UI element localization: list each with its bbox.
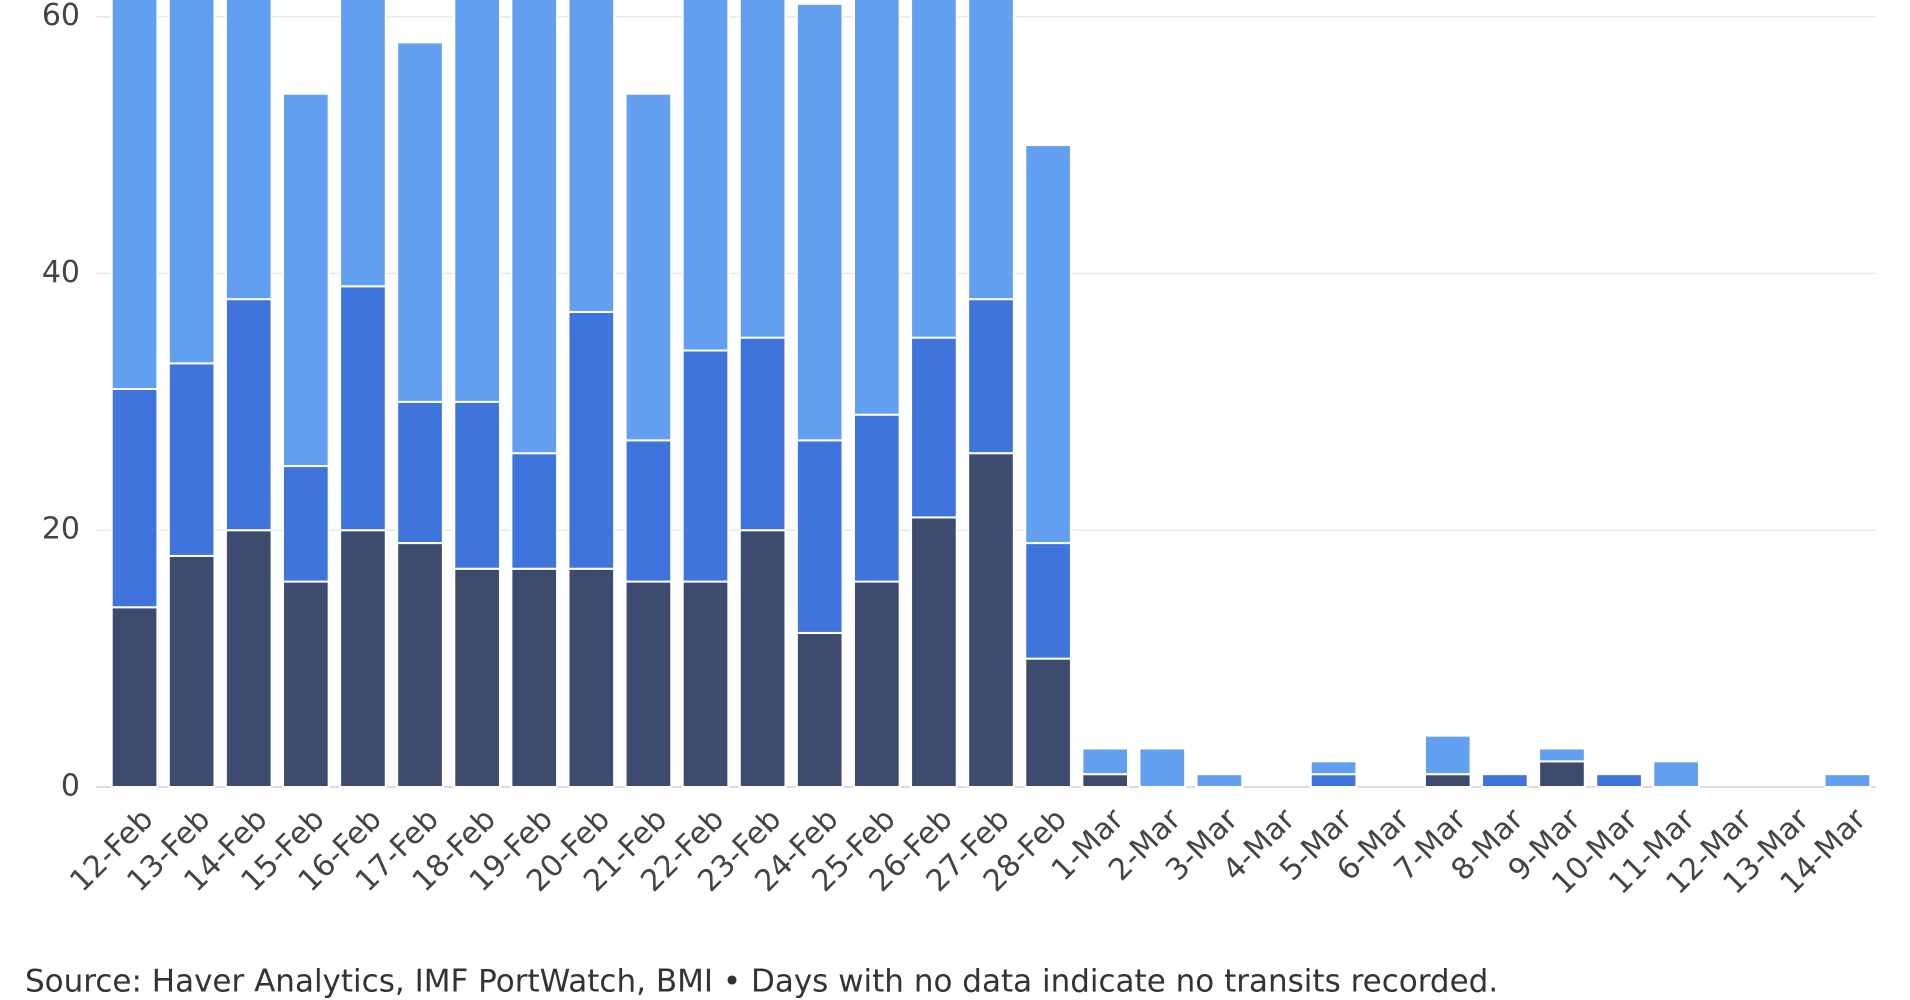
- bar-segment: [624, 580, 673, 788]
- bar-segment: [110, 388, 159, 609]
- bar-segment: [1024, 542, 1072, 660]
- bar-segment: [339, 285, 387, 532]
- source-note: Source: Haver Analytics, IMF PortWatch, …: [25, 964, 1498, 1000]
- bar-segment: [967, 0, 1015, 301]
- bar-segment: [1309, 773, 1358, 788]
- bar-segment: [852, 413, 901, 583]
- bar-segment: [1081, 773, 1130, 788]
- bar-segment: [282, 92, 330, 468]
- bar-segment: [453, 567, 501, 788]
- bar-segment: [852, 580, 901, 788]
- bar-segment: [681, 0, 730, 352]
- y-tick-label: 20: [42, 512, 80, 547]
- bar-segment: [1481, 773, 1529, 788]
- bar-segment: [167, 554, 216, 789]
- y-tick-label: 40: [42, 255, 80, 290]
- bar-segment: [910, 516, 958, 789]
- bar-segment: [1423, 734, 1472, 776]
- bars: [110, 0, 1872, 789]
- bar-segment: [738, 0, 787, 339]
- bar-segment: [1538, 747, 1586, 763]
- bar-segment: [1823, 773, 1872, 788]
- bar-segment: [1309, 760, 1358, 776]
- bar-segment: [1024, 657, 1072, 788]
- bar-segment: [1024, 144, 1072, 545]
- bar-segment: [510, 567, 559, 788]
- bar-segment: [1081, 747, 1130, 776]
- bar-segment: [510, 0, 559, 455]
- bar-segment: [910, 0, 958, 339]
- bar-segment: [624, 439, 673, 583]
- bar-segment: [795, 631, 844, 788]
- bar-segment: [852, 0, 901, 416]
- bar-segment: [167, 362, 216, 557]
- bar-segment: [738, 336, 787, 532]
- bar-segment: [396, 542, 444, 789]
- bar-segment: [1195, 773, 1244, 788]
- bar-segment: [282, 465, 330, 583]
- bar-segment: [795, 439, 844, 634]
- bar-segment: [110, 606, 159, 788]
- y-tick-label: 0: [61, 769, 80, 804]
- bar-segment: [1652, 760, 1701, 788]
- bar-segment: [567, 310, 616, 570]
- bar-segment: [1538, 760, 1586, 788]
- bar-segment: [681, 349, 730, 583]
- bar-segment: [567, 567, 616, 788]
- bar-segment: [567, 0, 616, 313]
- bar-segment: [224, 0, 273, 301]
- y-tick-label: 60: [42, 0, 80, 33]
- bar-segment: [681, 580, 730, 788]
- bar-segment: [1423, 773, 1472, 788]
- bar-segment: [795, 2, 844, 442]
- bar-segment: [339, 529, 387, 789]
- bar-segment: [282, 580, 330, 788]
- bar-segment: [224, 298, 273, 532]
- bar-segment: [396, 41, 444, 403]
- bar-segment: [1595, 773, 1643, 788]
- bar-segment: [453, 0, 501, 403]
- bar-segment: [967, 298, 1015, 455]
- bar-segment: [967, 452, 1015, 788]
- bar-segment: [910, 336, 958, 519]
- bar-segment: [453, 400, 501, 570]
- bar-segment: [339, 0, 387, 288]
- bar-segment: [167, 0, 216, 365]
- bar-segment: [510, 452, 559, 570]
- bar-segment: [110, 0, 159, 391]
- bar-segment: [624, 92, 673, 442]
- bar-segment: [738, 529, 787, 789]
- bar-segment: [224, 529, 273, 789]
- bar-segment: [396, 400, 444, 545]
- bar-segment: [1138, 747, 1187, 788]
